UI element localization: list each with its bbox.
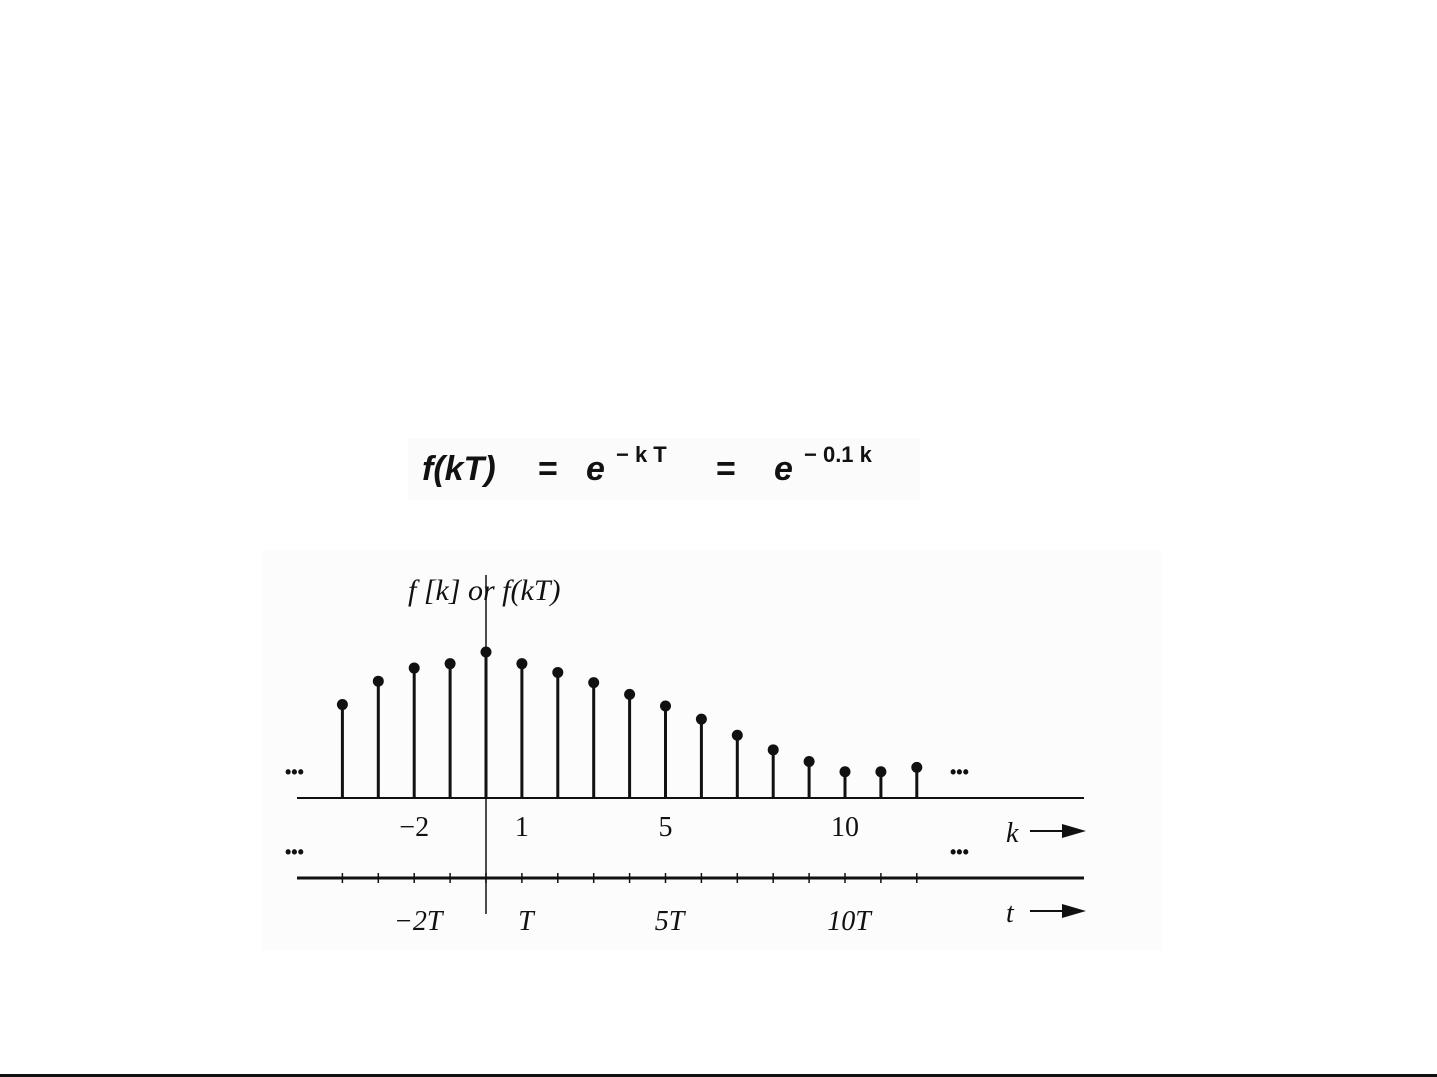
k-tick-label: 5 bbox=[659, 812, 673, 843]
stem-marker-k-3 bbox=[372, 675, 384, 687]
ellipsis-left-bottom: ••• bbox=[285, 842, 304, 862]
stem-marker-k9 bbox=[803, 756, 815, 767]
t-axis-label: t bbox=[1006, 898, 1015, 929]
stem-marker-k8 bbox=[767, 744, 779, 756]
stem-marker-k4 bbox=[624, 688, 636, 700]
formula-lhs: f(kT) bbox=[422, 450, 496, 488]
stem-plot-background bbox=[262, 550, 1162, 950]
formula-exponent-2: − 0.1 k bbox=[804, 442, 872, 467]
stem-marker-k1 bbox=[516, 658, 528, 670]
k-tick-label: 1 bbox=[515, 812, 529, 843]
formula-base-2: e bbox=[774, 450, 793, 488]
y-axis-label: f [k] or f(kT) bbox=[408, 574, 561, 607]
slide-bottom-border bbox=[0, 1074, 1437, 1077]
stem-marker-k2 bbox=[552, 666, 564, 678]
stem-marker-k12 bbox=[911, 761, 923, 773]
k-tick-label: 10 bbox=[831, 812, 859, 843]
k-axis-label: k bbox=[1006, 818, 1019, 849]
t-tick-label: 10T bbox=[827, 906, 873, 937]
formula-equals-1: = bbox=[538, 450, 558, 488]
stem-marker-k0 bbox=[480, 646, 492, 658]
stem-marker-k11 bbox=[875, 766, 887, 778]
t-tick-label: 5T bbox=[655, 906, 687, 937]
stem-marker-k-4 bbox=[336, 699, 348, 711]
ellipsis-left-top: ••• bbox=[285, 762, 304, 782]
formula-base-1: e bbox=[586, 450, 605, 488]
t-arrow-head-icon bbox=[1062, 904, 1086, 918]
stem-marker-k6 bbox=[695, 713, 707, 725]
t-tick-label: −2T bbox=[394, 906, 445, 937]
stem-marker-k-1 bbox=[444, 658, 456, 670]
formula: f(kT) = e − k T = e − 0.1 k bbox=[408, 438, 920, 500]
k-tick-label: −2 bbox=[399, 812, 429, 843]
stem-marker-k3 bbox=[588, 677, 600, 689]
k-arrow-head-icon bbox=[1062, 824, 1086, 838]
stem-marker-k-2 bbox=[408, 662, 420, 674]
stem-marker-k10 bbox=[839, 766, 851, 778]
ellipsis-right-top: ••• bbox=[950, 762, 969, 782]
formula-equals-2: = bbox=[716, 450, 736, 488]
formula-exponent-1: − k T bbox=[616, 442, 667, 467]
stem-marker-k7 bbox=[731, 729, 743, 741]
t-tick-label: T bbox=[518, 906, 536, 937]
ellipsis-right-bottom: ••• bbox=[950, 842, 969, 862]
stem-marker-k5 bbox=[660, 700, 671, 712]
